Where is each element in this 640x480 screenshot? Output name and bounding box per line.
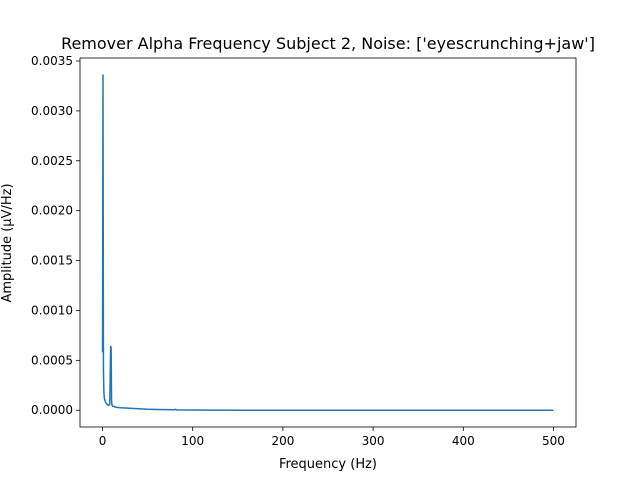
y-axis-label: Amplitude (µV/Hz) <box>0 183 15 302</box>
y-tick-label: 0.0000 <box>31 403 73 417</box>
y-tick-label: 0.0025 <box>31 154 73 168</box>
y-tick-label: 0.0030 <box>31 104 73 118</box>
y-tick-label: 0.0035 <box>31 54 73 68</box>
y-tick-label: 0.0020 <box>31 204 73 218</box>
x-tick-label: 400 <box>452 434 475 448</box>
y-tick-label: 0.0010 <box>31 303 73 317</box>
x-tick-label: 200 <box>271 434 294 448</box>
x-tick-label: 0 <box>99 434 107 448</box>
series-line-0 <box>101 74 554 411</box>
y-tick-label: 0.0005 <box>31 353 73 367</box>
plot-area <box>79 57 577 428</box>
x-tick-label: 300 <box>362 434 385 448</box>
plot-frame <box>79 57 577 428</box>
chart-title: Remover Alpha Frequency Subject 2, Noise… <box>61 34 595 53</box>
y-tick-label: 0.0015 <box>31 254 73 268</box>
x-tick-label: 100 <box>181 434 204 448</box>
x-tick-label: 500 <box>542 434 565 448</box>
x-axis-ticks: 0 100 200 300 400 500 <box>99 427 565 448</box>
y-axis-ticks: 0.0000 0.0005 0.0010 0.0015 0.0020 0.0025 0.00… <box>31 54 80 417</box>
x-axis-label: Frequency (Hz) <box>279 457 377 472</box>
